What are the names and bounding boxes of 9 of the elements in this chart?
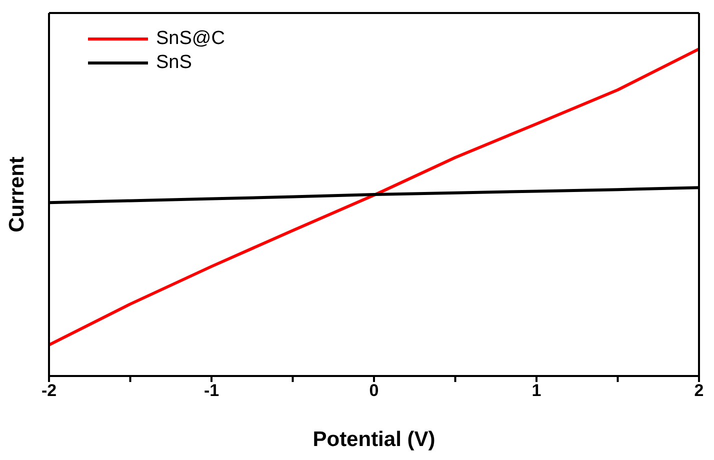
- x-tick-label: -1: [204, 381, 220, 400]
- x-axis-title: Potential (V): [312, 428, 436, 451]
- x-tick-label: -2: [41, 381, 57, 400]
- x-tick-label: 0: [369, 381, 379, 400]
- x-tick-label: 2: [694, 381, 704, 400]
- y-axis-title: Current: [5, 156, 28, 232]
- x-tick-label: 1: [532, 381, 542, 400]
- legend-label: SnS: [156, 52, 192, 74]
- legend-label: SnS@C: [156, 28, 225, 50]
